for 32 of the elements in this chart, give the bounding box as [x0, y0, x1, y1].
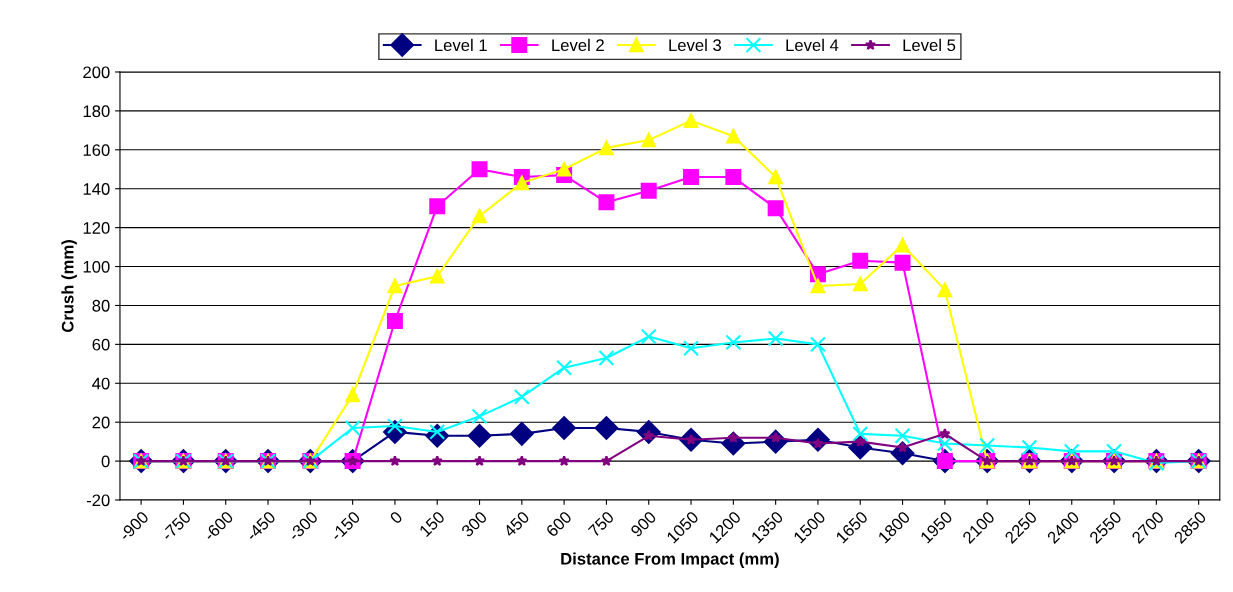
- x-tick-label: -900: [118, 510, 150, 542]
- x-tick-label: -600: [202, 510, 234, 542]
- legend-label: Level 3: [669, 38, 722, 52]
- y-tick-label: 160: [83, 144, 110, 157]
- y-tick-label: 180: [83, 105, 110, 118]
- legend-label: Level 2: [552, 38, 604, 52]
- x-tick-label: -300: [287, 510, 319, 542]
- x-tick-label: -750: [160, 510, 192, 542]
- legend-label: Level 4: [786, 38, 839, 52]
- x-tick-label: 750: [587, 510, 615, 538]
- y-tick-label: 60: [92, 338, 110, 351]
- x-tick-label: 450: [502, 510, 531, 538]
- x-tick-label: -150: [329, 510, 361, 542]
- y-tick-label: 100: [83, 260, 110, 273]
- y-tick-label: 0: [101, 455, 110, 468]
- x-tick-label: -450: [245, 510, 277, 542]
- x-tick-label: 150: [418, 510, 446, 538]
- y-tick-label: 20: [92, 416, 110, 429]
- y-tick-label: 140: [83, 183, 110, 195]
- x-tick-label: 900: [629, 510, 657, 538]
- y-tick-label: -20: [86, 494, 110, 507]
- x-tick-label: 300: [460, 510, 488, 538]
- x-tick-label: 600: [545, 510, 573, 538]
- y-tick-label: 200: [83, 66, 110, 79]
- legend-label: Level 5: [903, 38, 956, 52]
- y-tick-label: 80: [92, 299, 110, 312]
- x-tick-label: 0: [389, 510, 404, 525]
- x-axis-title: Distance From Impact (mm): [561, 552, 779, 569]
- y-tick-label: 120: [83, 222, 110, 234]
- y-axis-title: Crush (mm): [61, 240, 77, 333]
- legend-label: Level 1: [435, 38, 487, 52]
- y-tick-label: 40: [92, 377, 110, 390]
